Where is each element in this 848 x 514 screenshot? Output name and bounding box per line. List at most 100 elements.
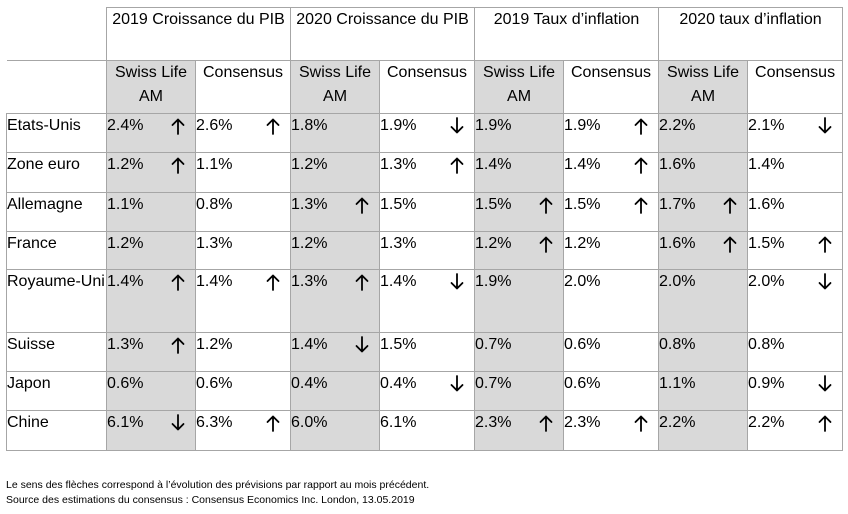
value-text: 1.1% [659, 375, 696, 392]
value-cell: 1.2% [290, 231, 381, 270]
value-text: 1.5% [564, 196, 601, 213]
value-text: 1.2% [475, 235, 512, 252]
value-cell: 1.8% [290, 113, 381, 153]
table-row: Zone euro 1.2% 1.1% 1.2% 1.3% 1.4% 1.4% 1.6% 1.4… [6, 152, 844, 193]
arrow-up-icon [634, 117, 648, 135]
value-text: 2.1% [748, 117, 785, 134]
arrow-up-icon [818, 235, 832, 253]
value-text: 0.6% [107, 375, 144, 392]
value-cell: 1.1% [106, 192, 196, 232]
value-cell: 1.5% [379, 192, 476, 232]
value-cell: 1.4% [290, 332, 381, 372]
value-text: 1.4% [107, 273, 144, 290]
value-text: 1.2% [291, 156, 328, 173]
value-text: 6.3% [196, 414, 233, 431]
arrow-up-icon [171, 117, 185, 135]
value-text: 0.7% [475, 375, 512, 392]
value-text: 0.8% [659, 336, 696, 353]
value-cell: 1.6% [747, 192, 844, 232]
value-text: 1.8% [291, 117, 328, 134]
value-text: 6.0% [291, 414, 328, 431]
value-cell: 6.3% [194, 410, 292, 451]
arrow-up-icon [634, 196, 648, 214]
value-cell: 1.4% [379, 269, 476, 333]
value-cell: 2.0% [563, 269, 660, 333]
value-cell: 0.4% [379, 371, 476, 411]
value-text: 1.5% [380, 336, 417, 353]
sub-header: Swiss Life AM [474, 60, 565, 114]
value-text: 6.1% [380, 414, 417, 431]
sub-header: Consensus [194, 60, 292, 114]
value-text: 0.4% [380, 375, 417, 392]
value-text: 1.4% [291, 336, 328, 353]
value-text: 0.6% [564, 375, 601, 392]
value-text: 1.2% [291, 235, 328, 252]
value-cell: 2.2% [747, 410, 844, 451]
value-text: 0.8% [196, 196, 233, 213]
value-text: 2.3% [564, 414, 601, 431]
value-cell: 1.2% [194, 332, 292, 372]
value-cell: 0.6% [106, 371, 196, 411]
arrow-up-icon [171, 273, 185, 291]
group-header-row: 2019 Croissance du PIB 2020 Croissance d… [6, 7, 844, 61]
arrow-down-icon [171, 414, 185, 432]
value-text: 1.3% [196, 235, 233, 252]
value-text: 1.2% [196, 336, 233, 353]
value-cell: 1.5% [747, 231, 844, 270]
value-text: 0.6% [196, 375, 233, 392]
value-text: 2.0% [748, 273, 785, 290]
corner-blank [6, 7, 107, 61]
value-text: 1.6% [659, 235, 696, 252]
arrow-up-icon [539, 235, 553, 253]
value-cell: 0.8% [747, 332, 844, 372]
country-label: Chine [6, 410, 107, 451]
country-label: France [6, 231, 107, 270]
arrow-up-icon [171, 156, 185, 174]
value-text: 1.5% [380, 196, 417, 213]
value-text: 1.9% [475, 117, 512, 134]
forecast-table: 2019 Croissance du PIB 2020 Croissance d… [6, 7, 844, 451]
value-cell: 2.0% [747, 269, 844, 333]
value-cell: 2.0% [658, 269, 749, 333]
value-text: 1.9% [564, 117, 601, 134]
value-text: 0.7% [475, 336, 512, 353]
value-cell: 1.4% [563, 152, 660, 193]
value-cell: 1.3% [290, 192, 381, 232]
value-cell: 1.3% [106, 332, 196, 372]
arrow-up-icon [634, 156, 648, 174]
value-cell: 0.7% [474, 371, 565, 411]
value-text: 1.4% [196, 273, 233, 290]
value-cell: 1.9% [563, 113, 660, 153]
value-text: 1.4% [564, 156, 601, 173]
country-label: Etats-Unis [6, 113, 107, 153]
sub-header: Swiss Life AM [106, 60, 196, 114]
arrow-down-icon [450, 117, 464, 135]
value-text: 1.3% [107, 336, 144, 353]
table-row: Royaume-Uni 1.4% 1.4% 1.3% 1.4% 1.9% 2.0% 2.0% 2… [6, 269, 844, 333]
arrow-down-icon [355, 336, 369, 354]
arrow-up-icon [634, 414, 648, 432]
value-text: 1.4% [748, 156, 785, 173]
group-header: 2019 Croissance du PIB [105, 7, 292, 61]
value-text: 2.2% [748, 414, 785, 431]
value-cell: 0.6% [563, 371, 660, 411]
value-text: 2.2% [659, 117, 696, 134]
group-header: 2020 Croissance du PIB [290, 7, 476, 61]
arrow-up-icon [171, 336, 185, 354]
value-cell: 6.1% [379, 410, 476, 451]
value-cell: 1.5% [563, 192, 660, 232]
value-text: 1.7% [659, 196, 696, 213]
group-header: 2019 Taux d’inflation [474, 7, 660, 61]
table-row: Allemagne 1.1% 0.8% 1.3% 1.5% 1.5% 1.5% 1.7% 1.6… [6, 192, 844, 232]
value-cell: 1.4% [106, 269, 196, 333]
arrow-up-icon [723, 235, 737, 253]
value-cell: 1.7% [658, 192, 749, 232]
sub-header: Consensus [563, 60, 660, 114]
value-cell: 0.6% [563, 332, 660, 372]
value-cell: 1.2% [563, 231, 660, 270]
arrow-up-icon [266, 117, 280, 135]
arrow-up-icon [723, 196, 737, 214]
value-cell: 6.1% [106, 410, 196, 451]
arrow-up-icon [450, 156, 464, 174]
value-text: 0.6% [564, 336, 601, 353]
